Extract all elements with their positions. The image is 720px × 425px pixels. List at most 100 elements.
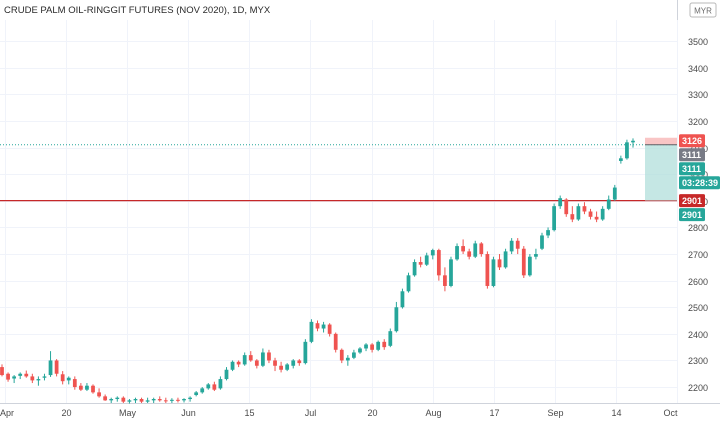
candle bbox=[24, 370, 29, 378]
currency-chip[interactable]: MYR bbox=[689, 2, 717, 18]
candle bbox=[424, 252, 429, 267]
candle bbox=[618, 155, 623, 164]
candle bbox=[358, 347, 362, 354]
chart-title: CRUDE PALM OIL-RINGGIT FUTURES (NOV 2020… bbox=[4, 5, 271, 16]
candle-body bbox=[455, 246, 459, 260]
candle bbox=[115, 396, 120, 402]
candle bbox=[406, 272, 411, 293]
stop-zone[interactable] bbox=[645, 137, 677, 145]
candle bbox=[36, 376, 41, 386]
candle bbox=[151, 397, 156, 403]
candle-body bbox=[127, 400, 132, 402]
candle-body bbox=[443, 275, 447, 286]
candle bbox=[600, 206, 605, 221]
candle-body bbox=[358, 348, 362, 353]
candle-body bbox=[157, 399, 162, 401]
candle bbox=[412, 259, 417, 277]
price-tag: 3126 bbox=[679, 134, 705, 148]
measure-zone[interactable] bbox=[645, 144, 677, 201]
candle bbox=[612, 184, 617, 201]
candle bbox=[527, 254, 532, 277]
candle-body bbox=[509, 240, 514, 252]
y-tick-label: 2800 bbox=[688, 223, 708, 233]
candle-body bbox=[497, 259, 502, 268]
price-tag-box bbox=[679, 176, 720, 190]
candle-body bbox=[267, 352, 271, 361]
candle bbox=[552, 203, 557, 232]
candle bbox=[248, 351, 253, 362]
candle-body bbox=[139, 399, 144, 402]
candle bbox=[42, 373, 47, 381]
candle bbox=[188, 396, 192, 402]
x-tick-label: May bbox=[119, 408, 137, 418]
candle bbox=[443, 267, 447, 292]
candle bbox=[297, 359, 302, 366]
candle-body bbox=[461, 246, 465, 252]
candle bbox=[430, 248, 435, 260]
candle bbox=[376, 340, 381, 352]
candle bbox=[133, 397, 138, 403]
candle-body bbox=[552, 206, 557, 231]
candle bbox=[170, 398, 174, 403]
candle bbox=[103, 394, 108, 401]
candle bbox=[182, 398, 186, 403]
candle-body bbox=[212, 384, 217, 390]
candle bbox=[91, 384, 95, 394]
price-tag: 3111 bbox=[679, 162, 705, 176]
candle bbox=[285, 363, 290, 372]
x-tick-label: Jun bbox=[181, 408, 196, 418]
candle bbox=[382, 339, 387, 350]
candle-body bbox=[72, 379, 77, 388]
candle bbox=[479, 242, 484, 257]
candle-body bbox=[600, 208, 605, 220]
price-tag-box bbox=[679, 194, 705, 208]
candle-body bbox=[503, 251, 508, 268]
price-tag: 03:28:39 bbox=[679, 176, 720, 190]
candle bbox=[206, 383, 211, 390]
candle bbox=[594, 211, 599, 223]
candle-body bbox=[303, 341, 308, 364]
x-tick-label: 20 bbox=[61, 408, 71, 418]
x-tick-label: 17 bbox=[489, 408, 499, 418]
candle-body bbox=[339, 349, 344, 361]
x-tick-label: 20 bbox=[367, 408, 377, 418]
candle-body bbox=[103, 396, 108, 401]
price-tag: 3111 bbox=[679, 148, 705, 162]
candle-body bbox=[242, 355, 247, 365]
candle-body bbox=[48, 360, 53, 376]
candle-body bbox=[376, 341, 381, 350]
candle bbox=[242, 352, 247, 366]
candle bbox=[576, 203, 581, 221]
candle bbox=[145, 397, 150, 403]
time-axis[interactable]: Apr 20 May Jun 15 Jul 20 Aug 17 Sep 14 Oct bbox=[0, 408, 678, 418]
price-tag-box bbox=[679, 208, 705, 222]
x-tick-label: Aug bbox=[425, 408, 441, 418]
candle-body bbox=[206, 384, 211, 389]
candle bbox=[491, 256, 496, 288]
candle bbox=[30, 373, 35, 384]
candle-body bbox=[412, 262, 417, 276]
candle bbox=[194, 391, 199, 397]
candle-body bbox=[345, 357, 350, 361]
candle bbox=[315, 320, 320, 332]
candle bbox=[455, 243, 459, 261]
candle-body bbox=[631, 140, 635, 143]
candle bbox=[109, 397, 114, 403]
candle-body bbox=[297, 360, 302, 364]
candle bbox=[364, 343, 368, 352]
candle-body bbox=[133, 399, 138, 401]
x-tick-label: 15 bbox=[244, 408, 254, 418]
candle bbox=[534, 248, 538, 260]
candle-body bbox=[352, 352, 356, 358]
candle bbox=[540, 232, 544, 251]
candle bbox=[400, 288, 405, 309]
candle bbox=[473, 240, 478, 259]
candle-body bbox=[576, 206, 581, 220]
candle-body bbox=[42, 376, 47, 378]
candle-body bbox=[424, 255, 429, 265]
candle bbox=[303, 339, 308, 365]
candle-body bbox=[218, 379, 223, 389]
candle-body bbox=[564, 199, 569, 215]
candle-body bbox=[170, 399, 174, 401]
